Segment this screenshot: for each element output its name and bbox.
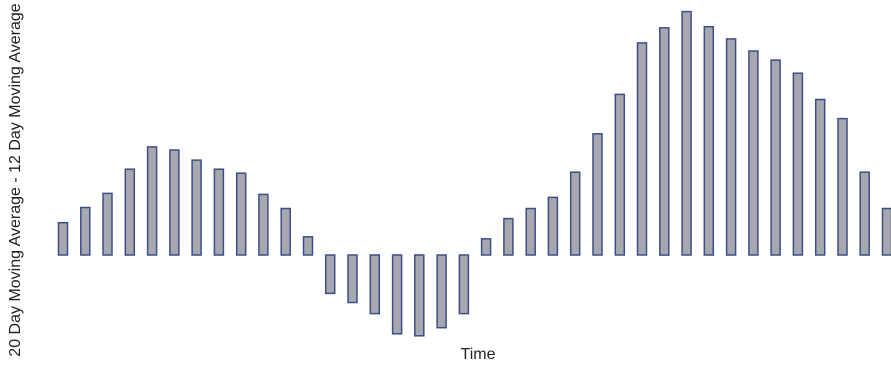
bar-21	[503, 217, 514, 256]
y-axis-label: 20 Day Moving Average - 12 Day Moving Av…	[7, 3, 24, 357]
bar-17	[414, 254, 425, 337]
bar-25	[592, 133, 603, 256]
bar-12	[302, 236, 314, 256]
bar-11	[280, 207, 291, 256]
bar-35	[814, 98, 826, 256]
bar-2	[80, 206, 91, 256]
bar-7	[191, 159, 202, 256]
bar-20	[480, 238, 492, 256]
bar-38	[881, 207, 891, 256]
bar-10	[258, 193, 269, 256]
bar-5	[146, 146, 158, 256]
bar-24	[569, 171, 581, 256]
bar-28	[659, 27, 670, 256]
bar-15	[369, 254, 381, 315]
bar-3	[102, 192, 113, 256]
bar-16	[391, 254, 403, 335]
bar-26	[614, 93, 626, 256]
bar-32	[748, 50, 759, 256]
bar-9	[235, 172, 247, 256]
bar-18	[436, 254, 447, 329]
x-axis-label: Time	[460, 346, 496, 363]
bar-22	[525, 207, 536, 256]
bar-29	[681, 10, 692, 256]
bar-14	[347, 254, 358, 304]
bar-1	[57, 221, 69, 256]
bar-13	[324, 254, 336, 295]
bar-36	[837, 117, 848, 256]
bar-37	[859, 171, 870, 256]
bar-27	[636, 42, 648, 256]
bar-4	[124, 168, 136, 256]
bar-series	[57, 10, 891, 337]
bar-8	[213, 168, 225, 256]
bar-6	[169, 149, 180, 256]
bar-23	[547, 196, 559, 256]
bar-30	[703, 25, 715, 256]
bar-19	[458, 254, 470, 315]
bar-31	[725, 38, 737, 256]
bar-34	[792, 72, 804, 256]
bar-33	[770, 59, 781, 256]
